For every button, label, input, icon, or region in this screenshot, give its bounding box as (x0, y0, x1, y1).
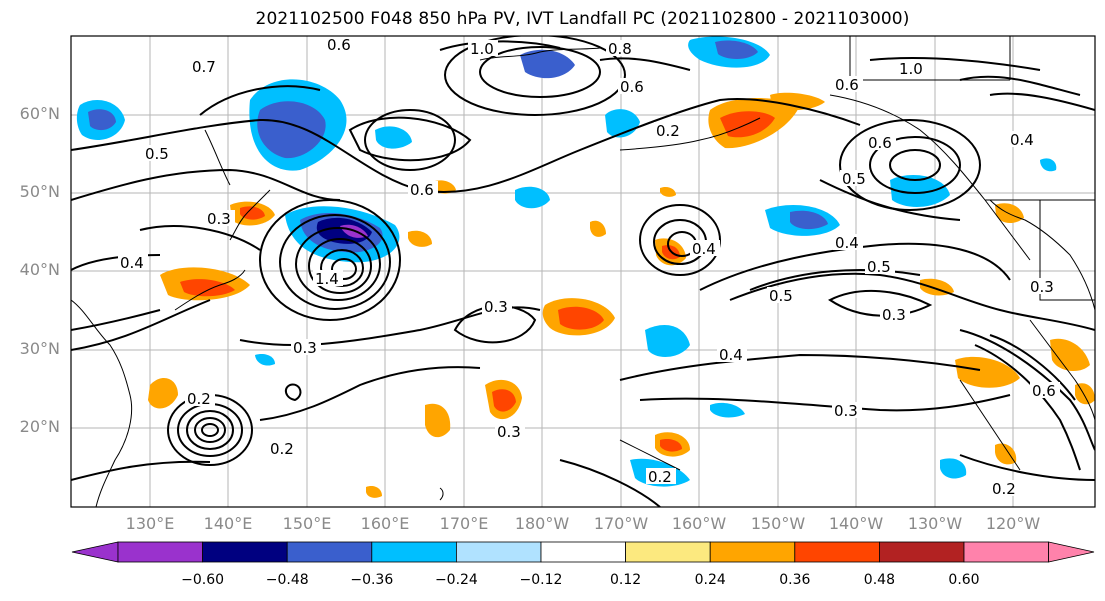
contour-label: 0.5 (145, 145, 169, 163)
colorbar-tick-label: −0.60 (181, 572, 225, 588)
map-title: 2021102500 F048 850 hPa PV, IVT Landfall… (255, 9, 910, 29)
lon-tick-label: 140°W (828, 514, 884, 533)
colorbar-tick-label: 0.12 (610, 572, 642, 588)
contour-label: 0.6 (868, 134, 892, 152)
contour-label: 0.2 (187, 390, 211, 408)
plot-border (70, 35, 1096, 508)
lon-tick-label: 170°E (439, 514, 489, 533)
colorbar-segment (709, 541, 796, 563)
colorbar (71, 541, 1095, 563)
pv-negative-shading (76, 36, 1057, 487)
gridlines (71, 36, 1095, 507)
colorbar-segment (286, 541, 373, 563)
colorbar-tick-label: 0.24 (694, 572, 726, 588)
contour-label: 0.2 (656, 122, 680, 140)
contour-label: 0.3 (1030, 278, 1054, 296)
contour-label: 0.2 (270, 440, 294, 458)
colorbar-tick-label: −0.36 (350, 572, 394, 588)
contour-label: 0.5 (867, 258, 891, 276)
contour-label: 0.6 (410, 181, 434, 199)
contour-label: 1.0 (470, 40, 494, 58)
pv-contours (71, 36, 1095, 507)
colorbar-segment (371, 541, 457, 563)
contour-label: 0.6 (1032, 382, 1056, 400)
contour-label: 0.4 (719, 346, 743, 364)
lat-tick-label: 20°N (19, 417, 60, 436)
contour-label: 0.6 (620, 78, 644, 96)
lon-tick-label: 130°E (125, 514, 175, 533)
lat-tick-label: 50°N (19, 182, 60, 201)
contour-label: 0.3 (207, 210, 231, 228)
contour-label: 0.4 (835, 234, 859, 252)
contour-label: 1.0 (899, 60, 923, 78)
colorbar-tick-label: 0.36 (779, 572, 811, 588)
colorbar-arrow-right (1048, 541, 1095, 563)
contour-label: 0.8 (608, 40, 632, 58)
contour-label: 0.3 (293, 339, 317, 357)
contour-label: 0.2 (992, 480, 1016, 498)
colorbar-segment (625, 541, 711, 563)
colorbar-tick-label: 0.60 (948, 572, 980, 588)
lon-tick-label: 140°E (203, 514, 253, 533)
contour-label: 0.6 (835, 76, 859, 94)
contour-label: 0.3 (834, 402, 858, 420)
lon-tick-label: 150°W (750, 514, 806, 533)
colorbar-segment (117, 541, 203, 563)
contour-label: 1.4 (315, 270, 339, 288)
contour-label: 0.4 (1010, 131, 1034, 149)
lon-tick-label: 160°E (360, 514, 410, 533)
contour-label-group: 0.6 0.7 1.0 0.8 0.5 0.6 0.2 0.3 0.4 1.4 … (118, 36, 1060, 498)
colorbar-segment (879, 541, 965, 563)
colorbar-tick-label: 0.48 (863, 572, 895, 588)
colorbar-tick-label: −0.12 (519, 572, 563, 588)
lon-tick-label: 150°E (282, 514, 332, 533)
contour-label: 0.2 (648, 468, 672, 486)
lat-tick-label: 60°N (19, 104, 60, 123)
lon-tick-label: 170°W (593, 514, 649, 533)
colorbar-tick-label: −0.48 (265, 572, 309, 588)
lon-tick-label: 130°W (907, 514, 963, 533)
lon-tick-label: 160°W (671, 514, 727, 533)
colorbar-segment (963, 541, 1049, 563)
contour-label: 0.4 (120, 254, 144, 272)
lat-tick-label: 30°N (19, 339, 60, 358)
colorbar-segment (540, 541, 626, 563)
contour-label: 0.3 (497, 423, 521, 441)
contour-label: 0.3 (484, 298, 508, 316)
contour-label: 0.4 (692, 240, 716, 258)
contour-label: 0.5 (842, 170, 866, 188)
colorbar-segment (202, 541, 288, 563)
lon-tick-label: 180°W (514, 514, 570, 533)
contour-label: 0.6 (327, 36, 351, 54)
contour-label: 0.5 (769, 287, 793, 305)
colorbar-tick-label: −0.24 (434, 572, 478, 588)
coastlines (71, 36, 1095, 507)
lat-tick-label: 40°N (19, 260, 60, 279)
colorbar-arrow-left (71, 541, 119, 563)
contour-label: 0.3 (882, 306, 906, 324)
contour-label: 0.7 (192, 58, 216, 76)
colorbar-segment (794, 541, 880, 563)
colorbar-segment (455, 541, 542, 563)
lon-tick-label: 120°W (985, 514, 1041, 533)
